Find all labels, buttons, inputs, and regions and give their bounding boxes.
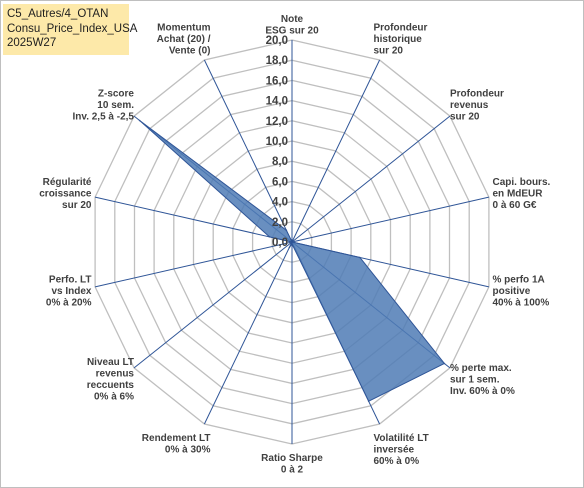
axis-label: Ratio Sharpe 0 à 2	[261, 453, 323, 476]
spoke-line	[94, 241, 293, 288]
axis-label: % perte max. sur 1 sem. Inv. 60% à 0%	[450, 363, 515, 397]
axis-label: Perfo. LT vs Index 0% à 20%	[46, 275, 92, 309]
axis-label: Rendement LT 0% à 30%	[142, 433, 211, 456]
tick-label: 8,0	[272, 156, 288, 168]
tick-label: 0,0	[272, 237, 288, 249]
radar-series	[138, 119, 446, 403]
axis-label: Niveau LT revenus reccuents 0% à 6%	[87, 357, 135, 403]
spoke-line	[291, 115, 451, 243]
spoke-line	[203, 59, 293, 243]
spoke-line	[133, 241, 293, 369]
data-point	[367, 400, 370, 403]
tick-label: 16,0	[266, 75, 288, 87]
spoke-line	[291, 196, 490, 243]
axis-label: Capi. bours. en MdEUR 0 à 60 G€	[493, 177, 551, 211]
chart-title-box: C5_Autres/4_OTAN Consu_Price_Index_USA 2…	[3, 4, 138, 55]
tick-label: 14,0	[266, 96, 288, 108]
axis-label: Profondeur historique sur 20	[374, 23, 428, 57]
title-line-3: 2025W27	[7, 37, 57, 49]
axis-label: % perfo 1A positive 40% à 100%	[493, 275, 550, 309]
spoke-line	[203, 241, 293, 425]
axis-label: Note ESG sur 20	[265, 14, 319, 37]
spoke-line	[291, 59, 381, 243]
title-line-2: Consu_Price_Index_USA	[7, 22, 138, 35]
spoke-line	[94, 196, 293, 243]
axis-label: Z-score 10 sem. Inv. 2,5 à -2,5	[72, 89, 134, 123]
tick-label: 4,0	[272, 197, 288, 209]
axis-label: Volatilité LT inversée 60% à 0%	[374, 433, 429, 467]
data-point	[138, 119, 141, 122]
radar-tick-labels: 0,0 2,0 4,0 6,0 8,0 10,0 12,0 14,0 16,0 18,0 20,0	[266, 35, 288, 249]
tick-label: 18,0	[266, 55, 288, 67]
data-point	[268, 236, 271, 238]
tick-label: 12,0	[266, 116, 288, 128]
axis-label: Momentum Achat (20) / Vente (0)	[157, 23, 211, 57]
tick-label: 20,0	[266, 35, 288, 47]
tick-label: 2,0	[272, 217, 288, 229]
data-point	[291, 243, 293, 245]
tick-label: 6,0	[272, 176, 288, 188]
data-point	[285, 229, 288, 231]
title-line-1: C5_Autres/4_OTAN	[7, 8, 109, 20]
data-point	[359, 256, 361, 259]
data-point	[291, 241, 293, 243]
data-point	[443, 362, 446, 365]
data-point	[288, 246, 291, 249]
axis-label: Profondeur revenus sur 20	[450, 89, 504, 123]
radar-axis-labels: Note ESG sur 20 Profondeur historique sur 20…	[39, 14, 550, 476]
tick-label: 10,0	[266, 136, 288, 148]
axis-label: Régularité croissance sur 20	[39, 177, 92, 211]
